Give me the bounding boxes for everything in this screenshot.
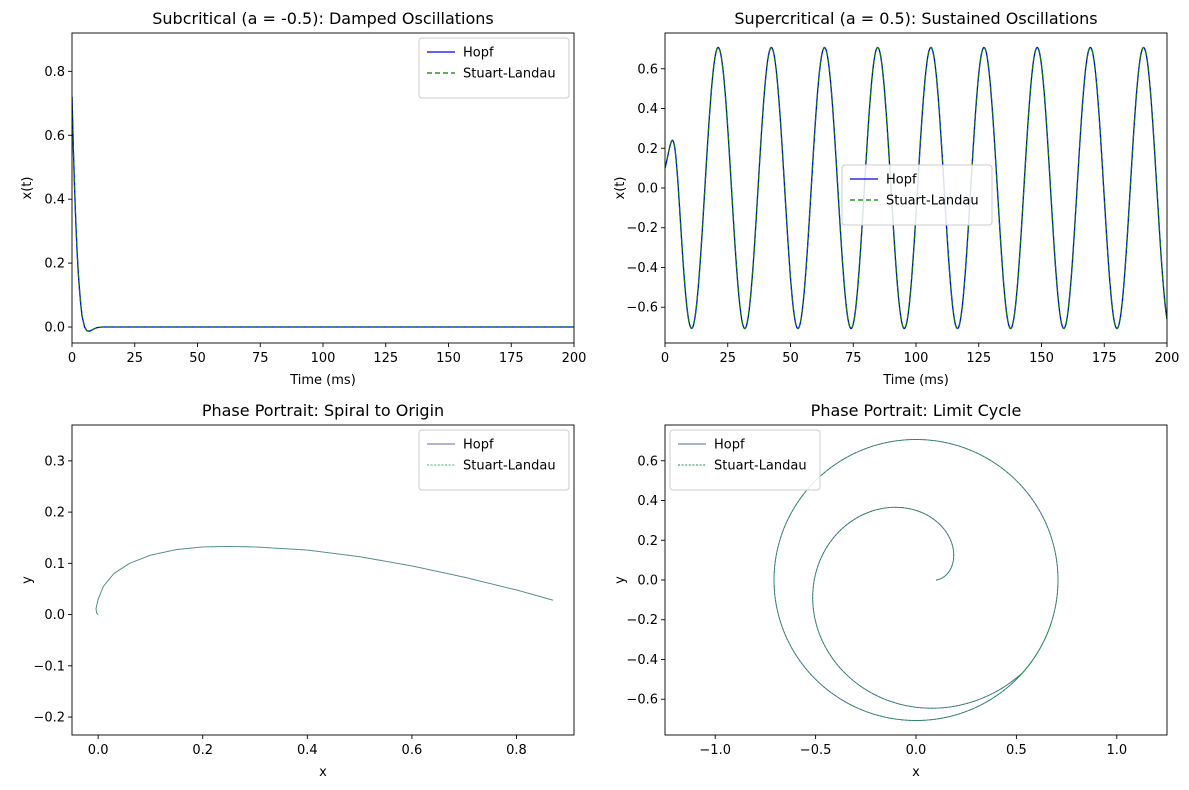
x-tick-label: 1.0 [1106, 743, 1127, 758]
legend-label: Stuart-Landau [714, 459, 807, 474]
legend: Hopf Stuart-Landau [418, 37, 570, 99]
y-tick-label: −0.2 [33, 711, 65, 726]
x-tick-label: 50 [189, 351, 206, 366]
y-tick-label: −0.2 [626, 221, 658, 236]
x-tick-label: −1.0 [699, 743, 731, 758]
x-tick-label: 25 [126, 351, 143, 366]
x-tick-label: 0.0 [88, 743, 109, 758]
y-tick-label: 0.8 [44, 65, 65, 80]
x-tick-label: 100 [311, 351, 336, 366]
legend-box [841, 164, 993, 226]
legend-label: Hopf [714, 438, 745, 453]
chart-title: Subcritical (a = -0.5): Damped Oscillati… [152, 9, 494, 28]
legend: Hopf Stuart-Landau [669, 429, 821, 491]
x-axis-label: Time (ms) [882, 373, 949, 388]
x-tick-label: 0.5 [1006, 743, 1027, 758]
y-tick-label: 0.2 [637, 534, 658, 549]
x-tick-label: 75 [252, 351, 269, 366]
y-axis-label: x(t) [613, 177, 628, 200]
y-axis-label: x(t) [20, 177, 35, 200]
legend-label: Hopf [886, 173, 917, 188]
legend: Hopf Stuart-Landau [841, 164, 993, 226]
y-tick-label: 0.0 [44, 608, 65, 623]
y-tick-label: −0.6 [626, 301, 658, 316]
subcritical-time-series-panel: 0 25 50 75 100 125 150 175 200 0.0 0.2 0.4 0.6 0.8 Sub… [20, 9, 586, 388]
y-tick-label: 0.4 [637, 494, 658, 509]
legend-label: Stuart-Landau [463, 459, 556, 474]
x-tick-label: 200 [562, 351, 587, 366]
plot-area [95, 545, 554, 615]
y-tick-label: 0.6 [637, 62, 658, 77]
y-tick-label: 0.3 [44, 454, 65, 469]
x-tick-label: 125 [966, 351, 991, 366]
plot-area [773, 439, 1059, 721]
x-tick-label: 0.2 [192, 743, 213, 758]
y-tick-label: 0.4 [44, 193, 65, 208]
y-tick-label: 0.2 [44, 257, 65, 272]
y-tick-label: −0.4 [626, 261, 658, 276]
x-tick-label: 175 [499, 351, 524, 366]
y-tick-label: 0.4 [637, 102, 658, 117]
y-tick-label: 0.0 [637, 574, 658, 589]
y-tick-label: 0.6 [44, 129, 65, 144]
series-line-stuart-landau [773, 439, 1059, 721]
y-tick-label: −0.2 [626, 613, 658, 628]
x-tick-label: 0.8 [506, 743, 527, 758]
chart-title: Phase Portrait: Limit Cycle [811, 401, 1022, 420]
x-tick-label: 150 [436, 351, 461, 366]
y-axis-label: y [20, 576, 35, 584]
y-tick-label: 0.1 [44, 557, 65, 572]
legend-label: Stuart-Landau [463, 67, 556, 82]
legend-label: Hopf [463, 438, 494, 453]
x-tick-label: 125 [373, 351, 398, 366]
y-tick-label: 0.0 [44, 321, 65, 336]
x-axis-label: Time (ms) [289, 373, 356, 388]
x-tick-label: 50 [782, 351, 799, 366]
y-tick-label: −0.1 [33, 659, 65, 674]
legend-box [418, 429, 570, 491]
x-tick-label: 100 [904, 351, 929, 366]
chart-title: Supercritical (a = 0.5): Sustained Oscil… [734, 9, 1097, 28]
x-tick-label: −0.5 [800, 743, 832, 758]
series-line-stuart-landau [95, 545, 554, 615]
series-line-stuart-landau [72, 96, 574, 332]
x-tick-label: 75 [845, 351, 862, 366]
limit-cycle-phase-portrait-panel: −1.0 −0.5 0.0 0.5 1.0 −0.6 −0.4 −0.2 0.0 0.2 0.4 0.… [613, 401, 1168, 780]
x-tick-label: 0.4 [297, 743, 318, 758]
x-tick-label: 200 [1155, 351, 1180, 366]
supercritical-time-series-panel: 0 25 50 75 100 125 150 175 200 −0.6 −0.4 −0.2 0.0 0.2… [613, 9, 1179, 388]
legend-label: Hopf [463, 46, 494, 61]
x-tick-label: 0.6 [402, 743, 423, 758]
x-tick-label: 150 [1029, 351, 1054, 366]
chart-title: Phase Portrait: Spiral to Origin [202, 401, 444, 420]
x-axis-label: x [319, 765, 327, 780]
legend-box [669, 429, 821, 491]
x-axis-label: x [912, 765, 920, 780]
x-tick-label: 0 [661, 351, 669, 366]
axes-frame [71, 424, 575, 736]
y-axis-label: y [613, 576, 628, 584]
x-tick-label: 0.0 [906, 743, 927, 758]
y-tick-label: 0.2 [637, 142, 658, 157]
plot-area [72, 96, 574, 332]
x-tick-label: 175 [1092, 351, 1117, 366]
legend-box [418, 37, 570, 99]
y-tick-label: 0.0 [637, 182, 658, 197]
y-tick-label: −0.4 [626, 653, 658, 668]
spiral-phase-portrait-panel: 0.0 0.2 0.4 0.6 0.8 −0.2 −0.1 0.0 0.1 0.2 0.3 Phase… [20, 401, 575, 780]
legend: Hopf Stuart-Landau [418, 429, 570, 491]
y-tick-label: 0.6 [637, 454, 658, 469]
x-tick-label: 25 [719, 351, 736, 366]
y-tick-label: 0.2 [44, 506, 65, 521]
x-tick-label: 0 [68, 351, 76, 366]
legend-label: Stuart-Landau [886, 194, 979, 209]
y-tick-label: −0.6 [626, 693, 658, 708]
